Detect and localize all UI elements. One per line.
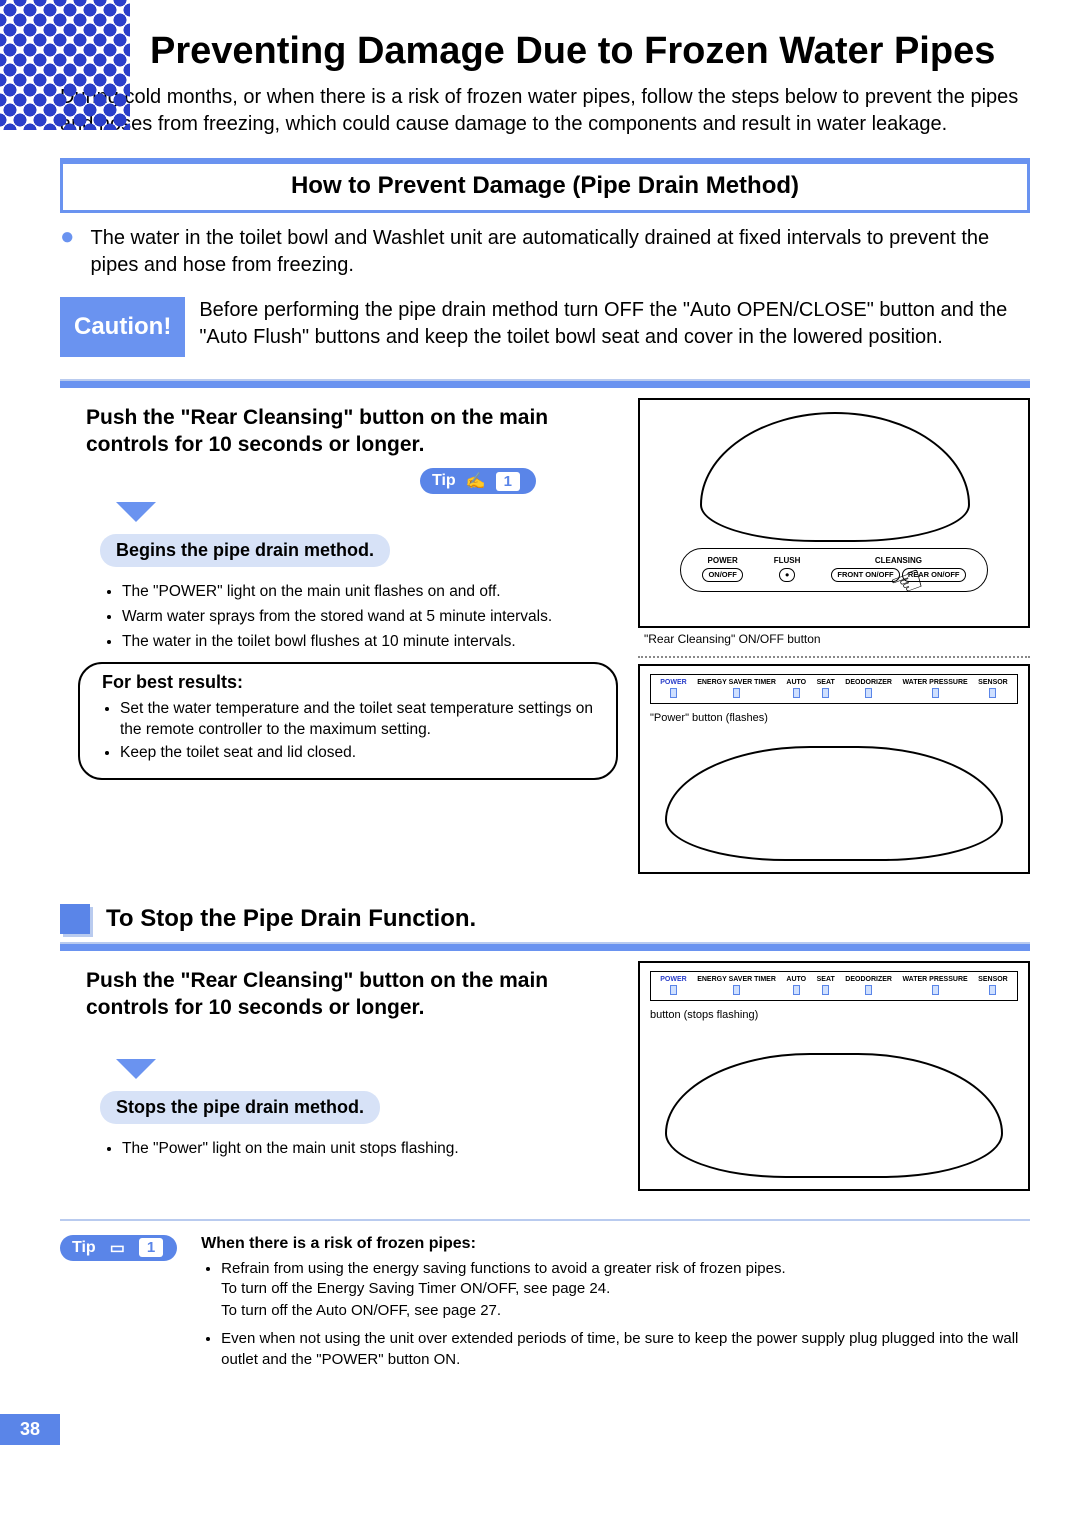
caution-row: Caution! Before performing the pipe drai… xyxy=(60,297,1030,357)
book-icon: ▭ xyxy=(110,1238,125,1258)
list-item: The "POWER" light on the main unit flash… xyxy=(122,581,620,603)
result-pill: Stops the pipe drain method. xyxy=(100,1091,380,1124)
arrow-down-icon xyxy=(116,1059,620,1081)
best-results-box: For best results: Set the water temperat… xyxy=(78,662,618,780)
caution-text: Before performing the pipe drain method … xyxy=(199,297,1030,351)
list-item: The "Power" light on the main unit stops… xyxy=(122,1138,620,1160)
tip-label: Tip xyxy=(432,472,456,490)
illustration-stop: POWER ENERGY SAVER TIMER AUTO SEAT DEODO… xyxy=(638,961,1030,1191)
main-bullet-text: The water in the toilet bowl and Washlet… xyxy=(91,225,1031,279)
step2-heading: Push the "Rear Cleansing" button on the … xyxy=(86,967,620,1022)
list-item: Warm water sprays from the stored wand a… xyxy=(122,606,620,628)
control-panel: POWERON/OFF FLUSH● CLEANSING FRONT ON/OF… xyxy=(680,548,988,592)
section2-row: To Stop the Pipe Drain Function. xyxy=(60,904,1030,934)
led-caption: button (stops flashing) xyxy=(648,1009,760,1021)
tip-content: When there is a risk of frozen pipes: Re… xyxy=(201,1235,1030,1378)
tip-badge: Tip ▭ 1 xyxy=(60,1235,177,1261)
led-strip: POWER ENERGY SAVER TIMER AUTO SEAT DEODO… xyxy=(650,971,1018,1001)
tip-badge: Tip ✍ 1 xyxy=(420,468,536,494)
step1-heading: Push the "Rear Cleansing" button on the … xyxy=(86,404,620,459)
led-strip: POWER ENERGY SAVER TIMER AUTO SEAT DEODO… xyxy=(650,674,1018,704)
bottom-tip-row: Tip ▭ 1 When there is a risk of frozen p… xyxy=(60,1219,1030,1378)
page-title: Preventing Damage Due to Frozen Water Pi… xyxy=(150,30,1030,74)
caution-badge: Caution! xyxy=(60,297,185,357)
list-item: The water in the toilet bowl flushes at … xyxy=(122,631,620,653)
step2-bullets: The "Power" light on the main unit stops… xyxy=(122,1138,620,1160)
page-number: 38 xyxy=(0,1414,60,1445)
subtitle-box: How to Prevent Damage (Pipe Drain Method… xyxy=(60,158,1030,213)
step1-bullets: The "POWER" light on the main unit flash… xyxy=(122,581,620,652)
list-item: Even when not using the unit over extend… xyxy=(221,1329,1030,1370)
decor-pattern xyxy=(0,0,130,130)
section2-title: To Stop the Pipe Drain Function. xyxy=(106,905,476,933)
tip-number: 1 xyxy=(496,472,520,491)
ill-caption: "Rear Cleansing" ON/OFF button xyxy=(644,632,1030,646)
illustration-controls: POWERON/OFF FLUSH● CLEANSING FRONT ON/OF… xyxy=(638,398,1030,628)
dotted-divider xyxy=(638,656,1030,658)
tip-label: Tip xyxy=(72,1239,96,1257)
arrow-down-icon xyxy=(116,502,620,524)
subtitle-text: How to Prevent Damage (Pipe Drain Method… xyxy=(291,172,799,199)
hand-icon: ✍ xyxy=(466,471,486,491)
bullet-dot: ● xyxy=(60,225,75,279)
divider xyxy=(60,381,1030,388)
result-pill: Begins the pipe drain method. xyxy=(100,534,390,567)
divider xyxy=(60,944,1030,951)
square-bullet-icon xyxy=(60,904,90,934)
list-item: Keep the toilet seat and lid closed. xyxy=(120,743,600,764)
intro-text: During cold months, or when there is a r… xyxy=(60,84,1030,138)
list-item: Set the water temperature and the toilet… xyxy=(120,699,600,741)
list-item: Refrain from using the energy saving fun… xyxy=(221,1259,1030,1322)
tip-heading: When there is a risk of frozen pipes: xyxy=(201,1235,1030,1253)
illustration-leds: POWER ENERGY SAVER TIMER AUTO SEAT DEODO… xyxy=(638,664,1030,874)
main-bullet-row: ● The water in the toilet bowl and Washl… xyxy=(60,225,1030,279)
led-caption: "Power" button (flashes) xyxy=(648,712,770,724)
best-title: For best results: xyxy=(102,672,600,693)
tip-number: 1 xyxy=(139,1238,163,1257)
